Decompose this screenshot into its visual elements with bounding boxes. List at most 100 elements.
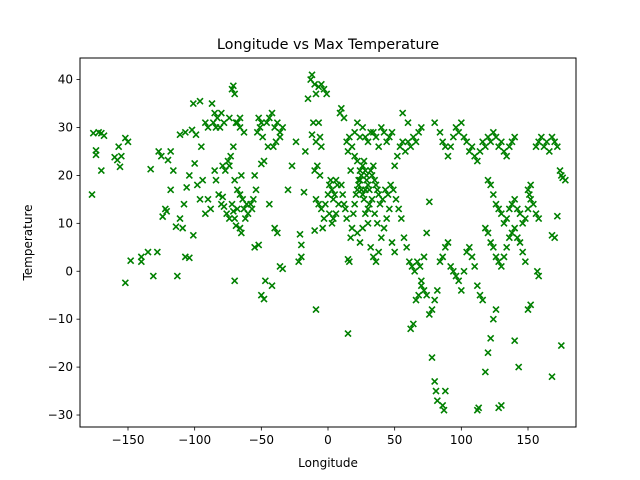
data-point xyxy=(497,210,505,218)
data-point xyxy=(316,133,324,141)
data-point xyxy=(460,267,468,275)
data-point xyxy=(463,138,471,146)
data-point xyxy=(471,152,479,160)
data-point xyxy=(399,138,407,146)
data-point xyxy=(248,205,256,213)
data-point xyxy=(164,156,172,164)
data-point xyxy=(556,167,564,175)
data-point xyxy=(372,181,380,189)
data-point xyxy=(405,258,413,266)
data-point xyxy=(265,114,273,122)
data-point xyxy=(180,200,188,208)
data-point xyxy=(319,224,327,232)
data-point xyxy=(557,341,565,350)
y-axis-title: Temperature xyxy=(21,204,35,281)
data-point xyxy=(317,143,325,151)
data-point xyxy=(548,133,556,141)
data-point xyxy=(400,234,408,242)
data-point xyxy=(219,162,227,170)
data-point xyxy=(355,176,363,184)
data-point xyxy=(349,210,357,218)
data-point xyxy=(367,128,375,136)
data-point xyxy=(441,243,449,251)
data-point xyxy=(441,387,449,395)
data-point xyxy=(521,214,529,223)
data-point xyxy=(231,90,239,98)
data-point xyxy=(363,176,371,184)
data-point xyxy=(489,191,497,199)
data-point xyxy=(260,157,268,165)
data-point xyxy=(348,224,356,232)
data-point xyxy=(311,226,319,235)
data-point xyxy=(364,181,372,189)
data-point xyxy=(408,262,416,271)
data-point xyxy=(511,224,519,232)
data-point xyxy=(348,143,356,151)
data-point xyxy=(353,157,361,165)
data-point xyxy=(553,143,561,151)
data-point xyxy=(365,186,373,194)
data-point xyxy=(389,186,397,194)
data-point xyxy=(543,138,551,146)
data-point xyxy=(300,188,308,196)
data-point xyxy=(260,295,268,303)
data-point xyxy=(276,128,284,136)
data-point xyxy=(116,163,124,171)
data-point xyxy=(409,320,417,328)
data-point xyxy=(367,167,375,175)
data-point xyxy=(471,262,479,271)
data-point xyxy=(173,272,181,280)
data-point xyxy=(320,85,328,93)
data-point xyxy=(147,165,155,173)
data-point xyxy=(167,186,175,194)
data-point xyxy=(532,143,540,151)
data-point xyxy=(284,186,292,194)
data-point xyxy=(455,128,463,136)
data-point xyxy=(149,272,157,280)
x-tick-label: 0 xyxy=(324,433,332,447)
y-tick-label: −30 xyxy=(48,408,73,422)
data-point xyxy=(233,205,241,213)
data-point xyxy=(407,143,415,151)
data-point xyxy=(181,128,189,136)
data-point xyxy=(503,243,511,251)
data-point xyxy=(295,258,303,266)
data-point xyxy=(500,147,508,156)
data-point xyxy=(524,205,532,213)
data-point xyxy=(524,306,532,314)
data-point xyxy=(377,123,385,132)
data-point xyxy=(92,146,100,155)
data-point xyxy=(337,104,345,112)
data-point xyxy=(332,210,340,218)
data-point xyxy=(540,143,548,151)
data-point xyxy=(500,219,508,227)
data-point xyxy=(351,152,359,160)
data-point xyxy=(329,214,337,223)
data-point xyxy=(237,229,245,237)
y-tick-label: 10 xyxy=(58,216,73,230)
data-point xyxy=(532,210,540,218)
y-axis: −30 −20 −10 0 10 20 30 40 xyxy=(48,73,80,422)
data-point xyxy=(197,143,205,151)
data-point xyxy=(497,262,505,271)
data-point xyxy=(347,167,355,175)
data-point xyxy=(487,138,495,146)
y-tick-label: 40 xyxy=(58,73,73,87)
data-point xyxy=(407,325,415,333)
data-point xyxy=(124,138,132,146)
data-point xyxy=(268,282,276,290)
data-point xyxy=(185,254,193,262)
data-point xyxy=(384,191,392,199)
data-point xyxy=(553,212,561,220)
data-point xyxy=(261,277,269,285)
data-point xyxy=(369,162,377,170)
data-point xyxy=(296,230,304,238)
data-point xyxy=(495,205,503,213)
data-point xyxy=(519,219,527,227)
data-point xyxy=(468,253,476,261)
data-point xyxy=(416,262,424,271)
data-point xyxy=(481,224,489,232)
data-point xyxy=(548,373,556,381)
data-point xyxy=(191,159,199,167)
data-point xyxy=(484,176,492,184)
